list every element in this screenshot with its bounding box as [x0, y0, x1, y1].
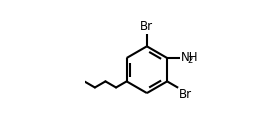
Text: 2: 2	[187, 56, 192, 65]
Text: NH: NH	[180, 51, 198, 64]
Text: Br: Br	[140, 20, 153, 33]
Text: Br: Br	[179, 88, 192, 101]
